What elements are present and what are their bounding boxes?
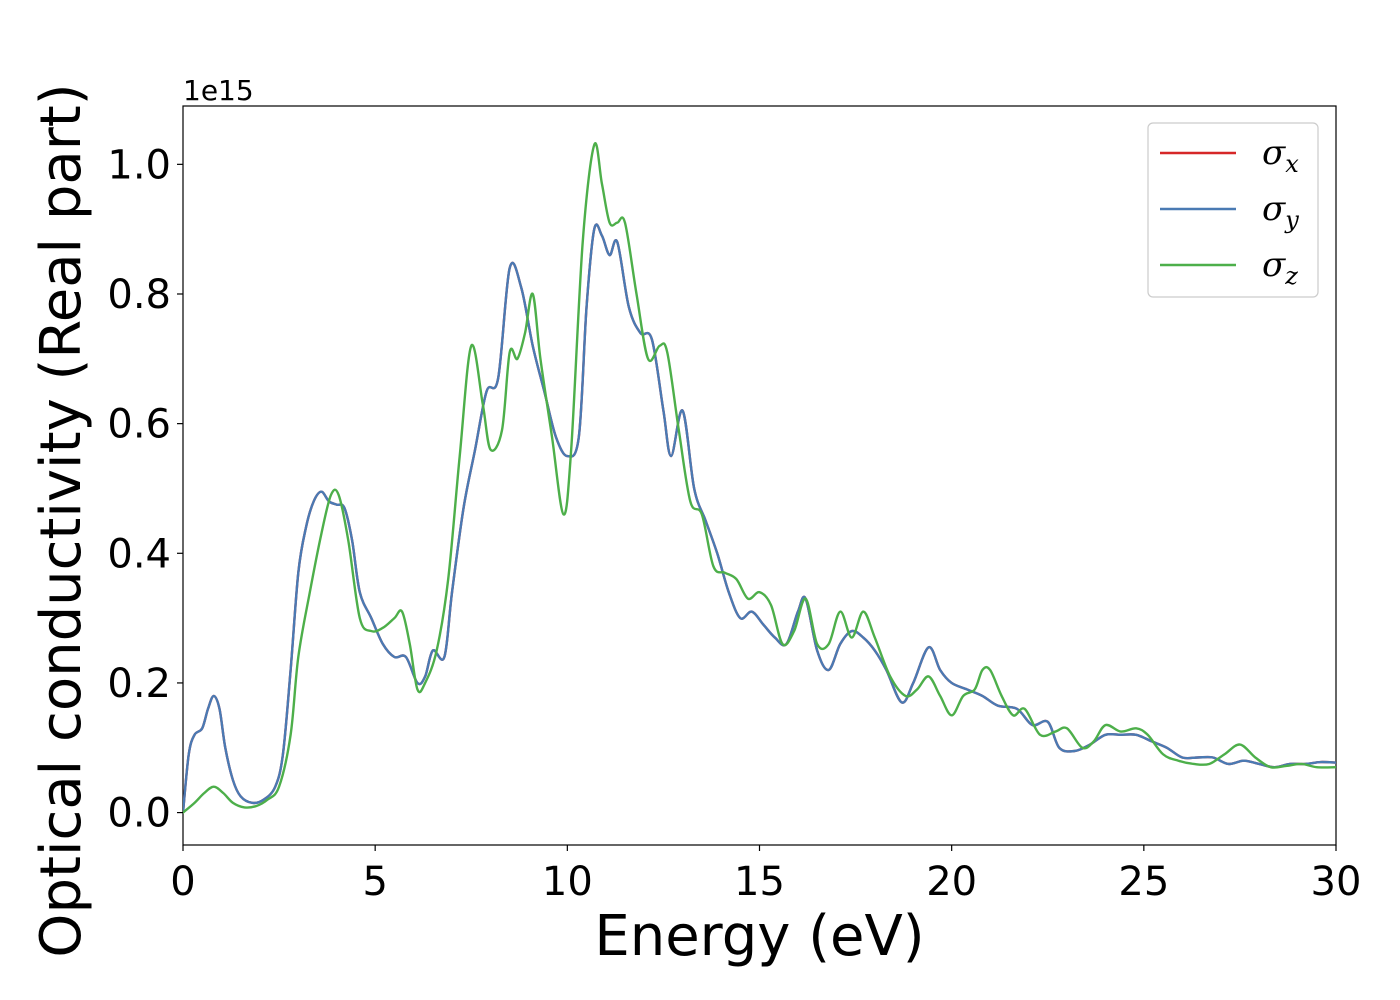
y-tick-label: 0.8 bbox=[107, 272, 171, 318]
series-line-z bbox=[183, 142, 1336, 814]
legend: σx σy σz bbox=[1147, 122, 1319, 298]
plot-area bbox=[182, 105, 1337, 846]
y-axis-title: Optical conductivity (Real part) bbox=[29, 83, 94, 957]
series-group bbox=[183, 142, 1336, 814]
y-tick-label: 0.2 bbox=[107, 661, 171, 707]
y-axis: 0.0 0.2 0.4 0.6 0.8 1.0 bbox=[107, 142, 183, 837]
x-tick-label: 30 bbox=[1311, 859, 1362, 905]
legend-label-x: σx bbox=[1262, 133, 1299, 178]
y-tick-label: 0.6 bbox=[107, 402, 171, 448]
y-offset-label: 1e15 bbox=[183, 74, 254, 107]
y-tick-label: 0.4 bbox=[107, 531, 171, 577]
x-axis-title: Energy (eV) bbox=[594, 904, 924, 969]
y-tick-label: 0.0 bbox=[107, 791, 171, 837]
x-tick-label: 10 bbox=[542, 859, 593, 905]
x-tick-label: 20 bbox=[926, 859, 977, 905]
x-axis: 0 5 10 15 20 25 30 bbox=[170, 845, 1361, 905]
x-tick-label: 25 bbox=[1118, 859, 1169, 905]
legend-label-z: σz bbox=[1262, 245, 1298, 290]
x-tick-label: 0 bbox=[170, 859, 195, 905]
plot-frame bbox=[182, 105, 1337, 846]
legend-label-y: σy bbox=[1262, 189, 1299, 234]
x-tick-label: 15 bbox=[734, 859, 785, 905]
x-tick-label: 5 bbox=[362, 859, 387, 905]
y-tick-label: 1.0 bbox=[107, 142, 171, 188]
